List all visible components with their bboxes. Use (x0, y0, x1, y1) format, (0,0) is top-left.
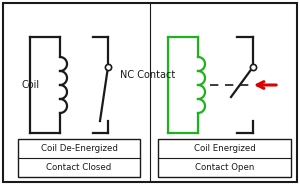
Bar (158, 139, 291, 177)
Text: NC Contact: NC Contact (120, 70, 175, 80)
Text: Contact Open: Contact Open (195, 163, 254, 172)
Text: Coil: Coil (22, 80, 40, 90)
Bar (18, 139, 140, 177)
Text: Coil Energized: Coil Energized (194, 144, 255, 153)
Text: Contact Closed: Contact Closed (46, 163, 112, 172)
Text: Coil De-Energized: Coil De-Energized (40, 144, 117, 153)
